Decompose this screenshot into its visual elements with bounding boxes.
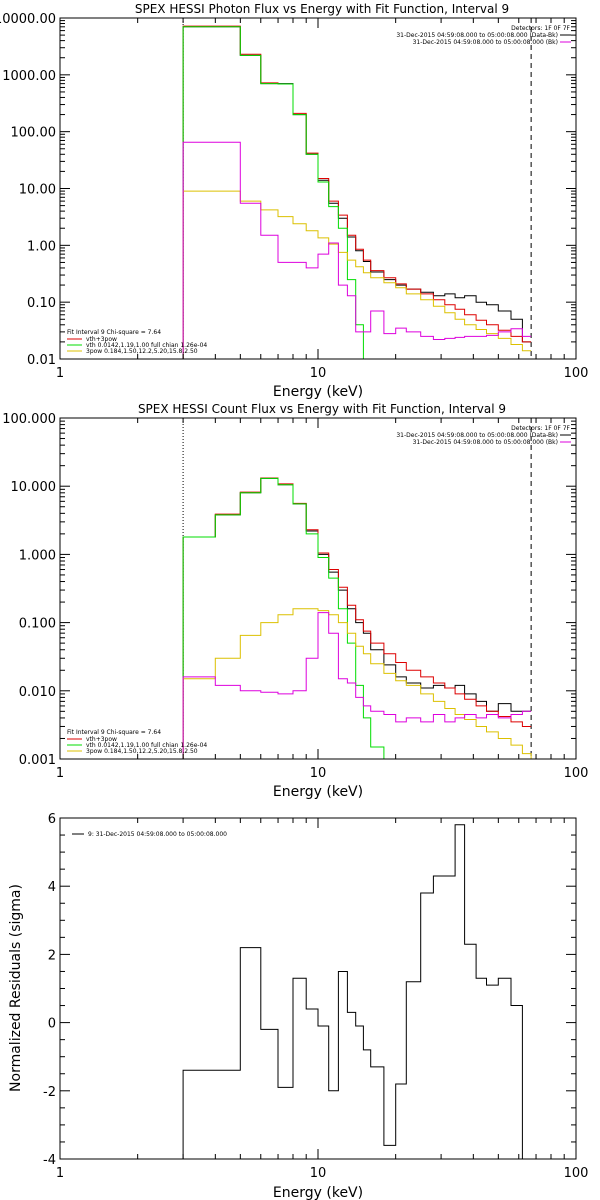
- y-tick-label: -2: [43, 1085, 56, 1100]
- legend-interval: 9: 31-Dec-2015 04:59:08.000 to 05:00:08.…: [88, 831, 227, 838]
- y-tick-label: 10.000: [11, 480, 57, 495]
- y-tick-label: 100.00: [11, 126, 57, 141]
- legend-data-bk: 31-Dec-2015 04:59:08.000 to 05:00:08.000…: [396, 32, 558, 39]
- vth-series: [182, 477, 396, 759]
- residuals-panel: 1 10 100 -4 -2 0 2 4 6 Energy (keV) Normalized R…: [8, 812, 588, 1200]
- legend-bk: 31-Dec-2015 04:59:08.000 to 05:00:08.000…: [413, 39, 558, 46]
- legend-vth: vth 0.0142,1.19,1.00 full chian 1.26e-04: [86, 742, 207, 749]
- plot-frame: [59, 17, 577, 360]
- axis-ticks: 1 10 100 0.01 0.10 1.00 10.00 100.00 1000.00 1000…: [0, 12, 588, 381]
- legend-3pow: 3pow 0.184,1.50,12.2,5.20,15.8,2.50: [86, 748, 198, 755]
- x-axis-label: Energy (keV): [273, 384, 363, 400]
- x-tick-label: 1: [56, 366, 64, 381]
- plot-marks: [182, 418, 570, 759]
- legend-fit-interval: Fit Interval 9 Chi-square = 7.64: [67, 729, 161, 736]
- vth-series: [182, 26, 371, 359]
- axis-ticks: 1 10 100 -4 -2 0 2 4 6: [43, 812, 588, 1181]
- background-series: [182, 141, 532, 359]
- y-tick-label: 4: [48, 880, 56, 895]
- y-tick-label: 0.001: [19, 753, 56, 768]
- plot-marks: [182, 824, 532, 1159]
- y-tick-label: 6: [48, 812, 56, 827]
- x-tick-label: 100: [564, 366, 589, 381]
- background-series: [182, 612, 532, 759]
- photon-flux-panel: SPEX HESSI Photon Flux vs Energy with Fi…: [0, 2, 588, 400]
- chart-title: SPEX HESSI Photon Flux vs Energy with Fi…: [135, 2, 509, 16]
- legend-bottom-left: Fit Interval 9 Chi-square = 7.64 vth+3po…: [67, 729, 207, 755]
- x-tick-label: 10: [310, 366, 327, 381]
- legend-model: vth+3pow: [86, 336, 117, 343]
- x-axis-label: Energy (keV): [273, 784, 363, 800]
- y-tick-label: 0.100: [19, 617, 56, 632]
- power-law-series: [182, 608, 570, 759]
- x-tick-label: 10: [310, 1166, 327, 1181]
- legend-bk: 31-Dec-2015 04:59:08.000 to 05:00:08.000…: [413, 439, 558, 446]
- legend-detectors: Detectors: 1F 0F 7F: [511, 25, 570, 32]
- y-tick-label: 1.00: [27, 239, 56, 254]
- y-tick-label: -4: [43, 1153, 56, 1168]
- legend-detectors: Detectors: 1F 0F 7F: [511, 425, 570, 432]
- y-tick-label: 1000.00: [2, 69, 56, 84]
- y-tick-label: 0.10: [27, 296, 56, 311]
- x-tick-label: 10: [310, 766, 327, 781]
- x-axis-label: Energy (keV): [273, 1185, 363, 1200]
- y-axis-label: Normalized Residuals (sigma): [8, 884, 24, 1092]
- plot-frame: [59, 817, 577, 1160]
- axis-ticks: 1 10 100 0.001 0.010 0.100 1.000 10.000 100.000: [2, 412, 588, 781]
- y-tick-label: 10000.00: [0, 12, 56, 27]
- y-tick-label: 100.000: [2, 412, 56, 427]
- data-series: [182, 824, 532, 1159]
- y-tick-label: 2: [48, 948, 56, 963]
- legend-top-left: 9: 31-Dec-2015 04:59:08.000 to 05:00:08.…: [72, 831, 227, 838]
- legend-fit-interval: Fit Interval 9 Chi-square = 7.64: [67, 329, 161, 336]
- legend-model: vth+3pow: [86, 736, 117, 743]
- legend-top-right: Detectors: 1F 0F 7F 31-Dec-2015 04:59:08…: [396, 425, 571, 446]
- x-tick-label: 1: [56, 766, 64, 781]
- y-tick-label: 0: [48, 1017, 56, 1032]
- x-tick-label: 100: [564, 766, 589, 781]
- count-flux-panel: SPEX HESSI Count Flux vs Energy with Fit…: [2, 402, 588, 800]
- y-tick-label: 0.010: [19, 685, 56, 700]
- y-tick-label: 0.01: [27, 353, 56, 368]
- legend-bottom-left: Fit Interval 9 Chi-square = 7.64 vth+3po…: [67, 329, 207, 355]
- chart-title: SPEX HESSI Count Flux vs Energy with Fit…: [138, 402, 506, 416]
- y-tick-label: 1.000: [19, 548, 56, 563]
- plot-frame: [59, 417, 577, 760]
- legend-vth: vth 0.0142,1.19,1.00 full chian 1.26e-04: [86, 342, 207, 349]
- power-law-series: [182, 190, 532, 359]
- legend-data-bk: 31-Dec-2015 04:59:08.000 to 05:00:08.000…: [396, 432, 558, 439]
- legend-top-right: Detectors: 1F 0F 7F 31-Dec-2015 04:59:08…: [396, 25, 571, 46]
- plot-marks: [182, 18, 532, 359]
- x-tick-label: 1: [56, 1166, 64, 1181]
- x-tick-label: 100: [564, 1166, 589, 1181]
- legend-3pow: 3pow 0.184,1.50,12.2,5.20,15.8,2.50: [86, 348, 198, 355]
- y-tick-label: 10.00: [19, 183, 56, 198]
